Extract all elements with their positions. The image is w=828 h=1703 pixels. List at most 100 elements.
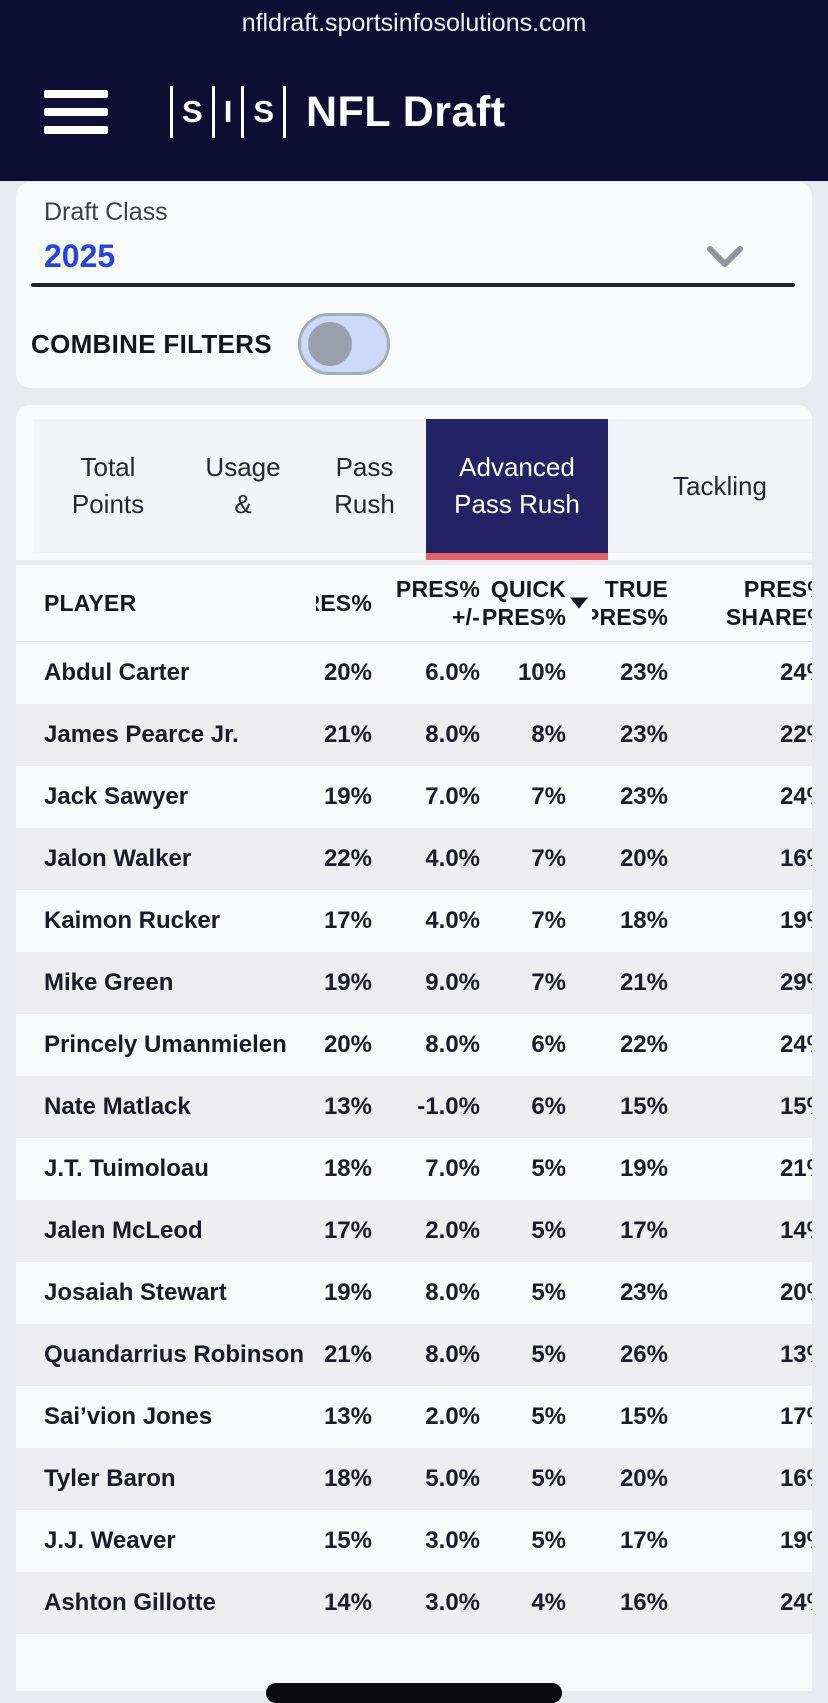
player-name[interactable]: Jack Sawyer [44, 782, 189, 810]
true-pres-value: 17% [619, 1526, 668, 1554]
tab-advanced-pass-rush[interactable]: Advanced Pass Rush [426, 419, 608, 560]
pres-share-value: 13% [779, 1340, 812, 1368]
tab-tackling[interactable]: Tackling [608, 419, 812, 553]
player-name[interactable]: Quandarrius Robinson [44, 1340, 305, 1368]
pres-value: 19% [323, 968, 372, 996]
table-row[interactable]: Abdul Carter 20% 6.0% 10% 23% 24% [16, 641, 812, 704]
quick-pres-value: 5% [531, 1464, 566, 1492]
true-pres-value: 20% [619, 844, 668, 872]
combine-filters-toggle[interactable] [297, 313, 390, 375]
quick-pres-value: 6% [531, 1030, 566, 1058]
quick-pres-value: 7% [531, 844, 566, 872]
tab-total-points[interactable]: Total Points [33, 419, 183, 553]
column-header-player[interactable]: PLAYER [16, 565, 316, 642]
table-row[interactable]: Jack Sawyer 19% 7.0% 7% 23% 24% [16, 765, 812, 828]
true-pres-value: 15% [619, 1092, 668, 1120]
pres-value: 19% [323, 1278, 372, 1306]
player-name[interactable]: James Pearce Jr. [44, 720, 239, 748]
player-name[interactable]: Tyler Baron [44, 1464, 176, 1492]
table-row[interactable]: Nate Matlack 13% -1.0% 6% 15% 15% [16, 1075, 812, 1138]
player-name[interactable]: Jalen McLeod [44, 1216, 203, 1244]
player-name[interactable]: Princely Umanmielen [44, 1030, 287, 1058]
menu-icon [44, 108, 108, 116]
table-row[interactable]: J.J. Weaver 15% 3.0% 5% 17% 19% [16, 1509, 812, 1572]
draft-class-label: Draft Class [44, 198, 168, 226]
player-name[interactable]: Abdul Carter [44, 658, 190, 686]
pres-value: 17% [323, 1216, 372, 1244]
column-header-pres-share[interactable]: PRES% SHARE% [668, 565, 812, 642]
table-row[interactable]: Jalen McLeod 17% 2.0% 5% 17% 14% [16, 1199, 812, 1262]
table-body: Abdul Carter 20% 6.0% 10% 23% 24% James … [16, 641, 812, 1634]
true-pres-value: 23% [619, 720, 668, 748]
pres-value: 14% [323, 1588, 372, 1616]
pres-share-value: 24% [779, 1588, 812, 1616]
pres-plus-minus-value: 9.0% [425, 968, 480, 996]
pres-plus-minus-value: 8.0% [425, 720, 480, 748]
pres-value: 19% [323, 782, 372, 810]
true-pres-value: 16% [619, 1588, 668, 1616]
pres-value: 17% [323, 906, 372, 934]
player-name[interactable]: Mike Green [44, 968, 174, 996]
player-name[interactable]: J.T. Tuimoloau [44, 1154, 209, 1182]
player-stats-table: PLAYER PRES% PRES% +/- [16, 565, 812, 1634]
pres-share-value: 14% [779, 1216, 812, 1244]
true-pres-value: 26% [619, 1340, 668, 1368]
pres-plus-minus-value: 8.0% [425, 1340, 480, 1368]
pres-share-value: 17% [779, 1402, 812, 1430]
player-name[interactable]: Nate Matlack [44, 1092, 191, 1120]
quick-pres-value: 4% [531, 1588, 566, 1616]
pres-plus-minus-value: 2.0% [425, 1402, 480, 1430]
toggle-knob [307, 322, 352, 366]
pres-plus-minus-value: 7.0% [425, 1154, 480, 1182]
draft-class-select[interactable]: 2025 [44, 238, 116, 274]
pres-value: 13% [323, 1092, 372, 1120]
quick-pres-value: 5% [531, 1216, 566, 1244]
table-row[interactable]: James Pearce Jr. 21% 8.0% 8% 23% 22% [16, 703, 812, 766]
column-header-pres[interactable]: PRES% [316, 565, 372, 642]
chevron-down-icon[interactable] [706, 244, 744, 275]
player-name[interactable]: Josaiah Stewart [44, 1278, 227, 1306]
player-name[interactable]: Sai’vion Jones [44, 1402, 213, 1430]
player-name[interactable]: Kaimon Rucker [44, 906, 221, 934]
column-header-true-pres[interactable]: TRUE PRES% [592, 565, 668, 642]
tab-pass-rush[interactable]: Pass Rush [303, 419, 426, 553]
pres-share-value: 29% [779, 968, 812, 996]
pres-plus-minus-value: 8.0% [425, 1278, 480, 1306]
table-row[interactable]: Josaiah Stewart 19% 8.0% 5% 23% 20% [16, 1261, 812, 1324]
true-pres-value: 21% [619, 968, 668, 996]
pres-plus-minus-value: -1.0% [417, 1092, 480, 1120]
tab-usage[interactable]: Usage & [183, 419, 303, 553]
table-row[interactable]: Jalon Walker 22% 4.0% 7% 20% 16% [16, 827, 812, 890]
combine-filters-label: COMBINE FILTERS [31, 328, 272, 359]
table-row[interactable]: Tyler Baron 18% 5.0% 5% 20% 16% [16, 1447, 812, 1510]
table-row[interactable]: Princely Umanmielen 20% 8.0% 6% 22% 24% [16, 1013, 812, 1076]
stat-tabs: Total Points Usage & Pass Rush Advanced … [33, 419, 812, 560]
browser-url-bar[interactable]: nfldraft.sportsinfosolutions.com [241, 9, 587, 37]
pres-plus-minus-value: 8.0% [425, 1030, 480, 1058]
table-row[interactable]: Kaimon Rucker 17% 4.0% 7% 18% 19% [16, 889, 812, 952]
menu-icon [44, 90, 108, 98]
quick-pres-value: 5% [531, 1526, 566, 1554]
table-row[interactable]: Quandarrius Robinson 21% 8.0% 5% 26% 13% [16, 1323, 812, 1386]
pres-value: 13% [323, 1402, 372, 1430]
pres-share-value: 16% [779, 1464, 812, 1492]
pres-share-value: 19% [779, 1526, 812, 1554]
player-name[interactable]: J.J. Weaver [44, 1526, 176, 1554]
column-header-pres-plus-minus[interactable]: PRES% +/- [372, 565, 480, 642]
player-name[interactable]: Ashton Gillotte [44, 1588, 216, 1616]
quick-pres-value: 5% [531, 1402, 566, 1430]
quick-pres-value: 7% [531, 782, 566, 810]
pres-value: 21% [323, 720, 372, 748]
column-header-quick-pres[interactable]: QUICK PRES% [480, 565, 592, 642]
quick-pres-value: 5% [531, 1340, 566, 1368]
menu-button[interactable] [44, 90, 108, 134]
pres-share-value: 24% [779, 658, 812, 686]
table-row[interactable]: J.T. Tuimoloau 18% 7.0% 5% 19% 21% [16, 1137, 812, 1200]
table-row[interactable]: Sai’vion Jones 13% 2.0% 5% 15% 17% [16, 1385, 812, 1448]
select-underline [31, 283, 795, 287]
table-row[interactable]: Ashton Gillotte 14% 3.0% 4% 16% 24% [16, 1571, 812, 1634]
home-indicator[interactable] [266, 1683, 562, 1703]
player-name[interactable]: Jalon Walker [44, 844, 192, 872]
table-row[interactable]: Mike Green 19% 9.0% 7% 21% 29% [16, 951, 812, 1014]
pres-plus-minus-value: 7.0% [425, 782, 480, 810]
